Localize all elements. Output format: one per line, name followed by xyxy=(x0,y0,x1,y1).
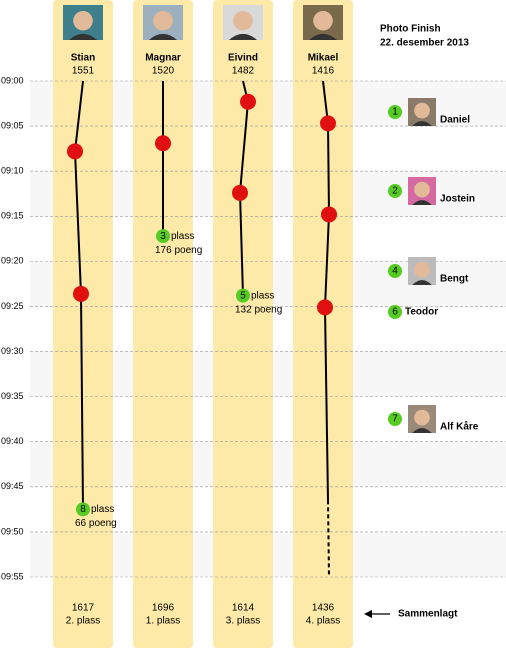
avatar-body xyxy=(412,280,432,285)
final-place: 3. plass xyxy=(226,616,260,627)
event-dot xyxy=(155,135,171,152)
time-label: 09:50 xyxy=(1,526,24,536)
time-label: 09:40 xyxy=(1,436,24,446)
finisher-place: 1 xyxy=(392,107,398,118)
arrow-head xyxy=(364,610,372,618)
event-dot xyxy=(317,299,333,316)
place-badge xyxy=(236,288,250,303)
time-label: 09:05 xyxy=(1,120,24,130)
race-line xyxy=(238,80,250,296)
event-dot xyxy=(232,184,248,201)
event-dot xyxy=(67,143,83,160)
place-word: plass xyxy=(251,290,274,301)
avatar-face xyxy=(313,10,333,31)
place-badge xyxy=(156,229,170,244)
finisher-name: Bengt xyxy=(440,274,469,285)
avatar-body xyxy=(412,428,432,433)
place-number: 8 xyxy=(80,504,86,515)
finisher-name: Jostein xyxy=(440,194,475,205)
points: 132 poeng xyxy=(235,304,282,315)
avatar-body xyxy=(69,33,97,40)
player-band xyxy=(293,0,353,648)
race-line xyxy=(73,80,84,510)
place-badge xyxy=(76,502,90,517)
title: Photo Finish xyxy=(380,24,441,35)
finisher-place: 7 xyxy=(392,414,398,425)
time-label: 09:15 xyxy=(1,211,24,221)
avatar-body xyxy=(149,33,177,40)
avatar-face xyxy=(153,10,173,31)
player-rating: 1482 xyxy=(232,66,255,77)
points: 66 poeng xyxy=(75,518,117,529)
avatar-face xyxy=(414,181,430,198)
avatar-face xyxy=(414,102,430,119)
time-label: 09:00 xyxy=(1,75,24,85)
place-word: plass xyxy=(171,231,194,242)
place-badge xyxy=(388,105,402,119)
place-badge xyxy=(388,184,402,198)
avatar-face xyxy=(73,10,93,31)
player-name: Eivind xyxy=(228,53,258,64)
total: 1696 xyxy=(152,603,175,614)
background xyxy=(30,0,506,648)
total: 1617 xyxy=(72,603,95,614)
avatar-body xyxy=(309,33,337,40)
finisher-name: Daniel xyxy=(440,115,470,126)
player-rating: 1520 xyxy=(152,66,175,77)
place-word: plass xyxy=(91,504,114,515)
final-place: 2. plass xyxy=(66,616,100,627)
avatar-body xyxy=(412,200,432,205)
player-band xyxy=(213,0,273,648)
player-band xyxy=(53,0,113,648)
event-dot xyxy=(321,206,337,223)
points: 176 poeng xyxy=(155,245,202,256)
avatar-face xyxy=(414,409,430,426)
place-number: 3 xyxy=(160,231,166,242)
time-label: 09:20 xyxy=(1,256,24,266)
race-line-dashed xyxy=(327,500,330,578)
time-label: 09:45 xyxy=(1,481,24,491)
finisher-place: 4 xyxy=(392,266,398,277)
avatar-face xyxy=(233,10,253,31)
player-name: Mikael xyxy=(308,53,339,64)
place-badge xyxy=(388,305,402,319)
event-dot xyxy=(240,93,256,110)
avatar-body xyxy=(229,33,257,40)
player-rating: 1551 xyxy=(72,66,95,77)
time-label: 09:30 xyxy=(1,346,24,356)
finisher-name: Teodor xyxy=(405,307,438,318)
place-number: 5 xyxy=(240,290,246,301)
subtitle: 22. desember 2013 xyxy=(380,38,469,49)
avatar-body xyxy=(412,121,432,126)
time-label: 09:10 xyxy=(1,166,24,176)
player-band xyxy=(133,0,193,648)
time-label: 09:25 xyxy=(1,301,24,311)
finisher-place: 2 xyxy=(392,186,398,197)
total: 1436 xyxy=(312,603,335,614)
player-rating: 1416 xyxy=(312,66,335,77)
finisher-place: 6 xyxy=(392,307,398,318)
place-badge xyxy=(388,264,402,278)
finisher-name: Alf Kåre xyxy=(440,421,479,433)
final-place: 1. plass xyxy=(146,616,180,627)
event-dot xyxy=(73,285,89,302)
final-place: 4. plass xyxy=(306,616,340,627)
place-badge xyxy=(388,412,402,426)
avatar-face xyxy=(414,261,430,278)
player-name: Magnar xyxy=(145,53,181,64)
time-label: 09:35 xyxy=(1,391,24,401)
time-label: 09:55 xyxy=(1,571,24,581)
player-name: Stian xyxy=(71,53,95,64)
total: 1614 xyxy=(232,603,255,614)
event-dot xyxy=(320,115,336,132)
sum-label: Sammenlagt xyxy=(398,609,458,620)
